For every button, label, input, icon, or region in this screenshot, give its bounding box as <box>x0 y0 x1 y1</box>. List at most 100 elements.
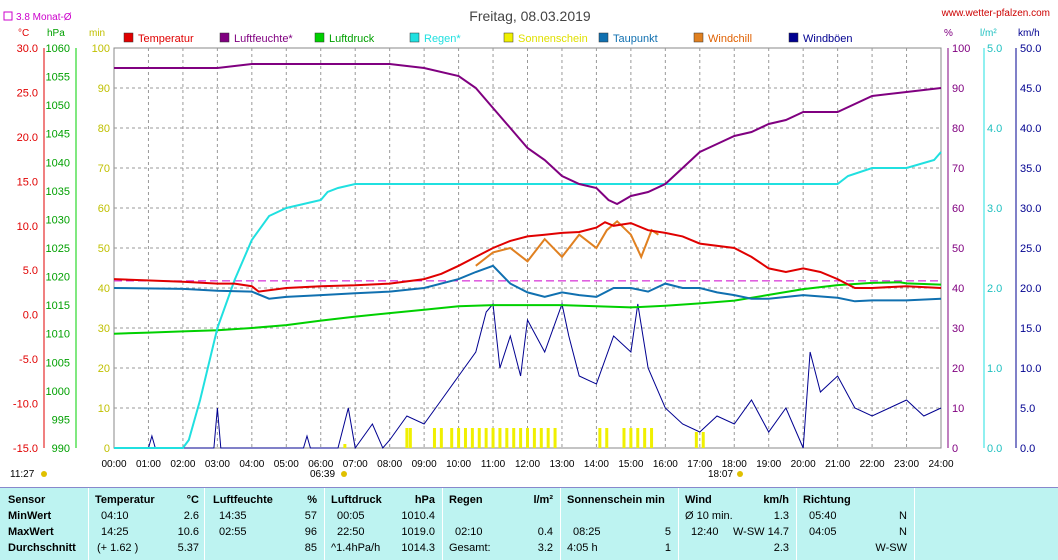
sunshine-bar <box>643 428 647 448</box>
pct-tick-label: 40 <box>952 283 964 295</box>
x-tick-label: 03:00 <box>205 459 230 470</box>
press-min: 1010.4 <box>401 510 435 522</box>
grid <box>113 47 942 449</box>
press-tick-label: 1000 <box>46 386 70 398</box>
sunshine-bar <box>701 432 705 448</box>
x-tick-label: 21:00 <box>825 459 850 470</box>
site-name[interactable]: www.wetter-pfalzen.com <box>941 8 1050 19</box>
x-tick-label: 01:00 <box>136 459 161 470</box>
legend-label: Windböen <box>803 33 853 45</box>
legend-label: Temperatur <box>138 33 194 45</box>
press-avg: 1014.3 <box>401 542 435 554</box>
temp-tick-label: 20.0 <box>17 132 38 144</box>
dir-min: N <box>899 510 907 522</box>
x-tick-label: 11:00 <box>481 459 506 470</box>
temp-min: 2.6 <box>183 510 199 522</box>
x-tick-label: 14:00 <box>584 459 609 470</box>
series-taupunkt-line <box>113 264 942 303</box>
rain-tick-label: 0.0 <box>987 443 1002 455</box>
hum-unit: % <box>307 494 317 506</box>
legend-swatch <box>503 32 514 43</box>
pct-tick-label: 100 <box>952 43 970 55</box>
sunshine-bar <box>439 428 443 448</box>
dir-avg: W-SW <box>875 542 907 554</box>
stats-col-rain: Regen l/m² 02:10 0.4 Gesamt: 3.2 <box>442 488 561 560</box>
legend-swatch <box>409 32 420 43</box>
sunset-time: 18:07 <box>708 469 733 480</box>
wind-tick-label: 40.0 <box>1020 123 1041 135</box>
rain-tick-label: 4.0 <box>987 123 1002 135</box>
pct-tick-label: 80 <box>952 123 964 135</box>
sun-max-time: 08:25 <box>573 526 601 538</box>
row-label-min: MinWert <box>8 510 52 522</box>
press-tick-label: 1005 <box>46 357 70 369</box>
sun-avg-extra: 4:05 h <box>567 542 598 554</box>
sun-avg: 1 <box>664 542 671 554</box>
press-tick-label: 1030 <box>46 214 70 226</box>
sunshine-bar <box>491 428 495 448</box>
stats-table: Sensor MinWert MaxWert Durchschnitt Temp… <box>0 487 1058 560</box>
stats-col-labels: Sensor MinWert MaxWert Durchschnitt <box>0 488 88 560</box>
x-tick-label: 18:00 <box>722 459 747 470</box>
sunshine-bar <box>470 428 474 448</box>
sunshine-bar <box>408 428 412 448</box>
sunrise-time: 06:39 <box>310 469 335 480</box>
wind-tick-label: 0.0 <box>1020 443 1035 455</box>
press-tick-label: 1025 <box>46 243 70 255</box>
pct-tick-label: 30 <box>952 323 964 335</box>
unit-min: min <box>89 28 105 39</box>
pct-tick-label: 20 <box>952 363 964 375</box>
x-tick-label: 06:00 <box>308 459 333 470</box>
x-tick-label: 04:00 <box>239 459 264 470</box>
min-tick-label: 70 <box>98 163 110 175</box>
press-unit: hPa <box>414 494 435 506</box>
rain-avg-label: Gesamt: <box>449 542 491 554</box>
stats-col-press: Luftdruck hPa 00:05 1010.4 22:50 1019.0 … <box>324 488 443 560</box>
wind-avg: 2.3 <box>773 542 789 554</box>
x-tick-label: 07:00 <box>343 459 368 470</box>
stats-col-temp: Temperatur °C 04:10 2.6 14:25 10.6 (+ 1.… <box>88 488 205 560</box>
dir-min-time: 05:40 <box>809 510 837 522</box>
legend-label: Windchill <box>708 33 752 45</box>
temp-tick-label: 10.0 <box>17 221 38 233</box>
wind-tick-label: 25.0 <box>1020 243 1041 255</box>
temp-unit: °C <box>186 494 199 506</box>
press-tick-label: 1055 <box>46 72 70 84</box>
legend-label: Sonnenschein <box>518 33 588 45</box>
sunshine-bar <box>553 428 557 448</box>
press-header: Luftdruck <box>331 494 382 506</box>
x-tick-label: 17:00 <box>687 459 712 470</box>
hum-max: 96 <box>304 526 317 538</box>
press-tick-label: 1015 <box>46 300 70 312</box>
press-tick-label: 1035 <box>46 186 70 198</box>
pct-tick-label: 90 <box>952 83 964 95</box>
row-label-sensor: Sensor <box>8 494 46 506</box>
press-tick-label: 1045 <box>46 129 70 141</box>
row-label-max: MaxWert <box>8 526 54 538</box>
x-tick-label: 20:00 <box>791 459 816 470</box>
sunshine-bar <box>622 428 626 448</box>
min-tick-label: 80 <box>98 123 110 135</box>
x-tick-label: 00:00 <box>101 459 126 470</box>
min-tick-label: 50 <box>98 243 110 255</box>
wind-max-dir: W-SW <box>733 526 765 538</box>
wind-max-time: 12:40 <box>691 526 719 538</box>
sunshine-bar <box>546 428 550 448</box>
unit-temp: °C <box>18 28 29 39</box>
sunshine-bar <box>605 428 609 448</box>
series-luftdruck-line <box>113 281 942 335</box>
legend-label: Regen* <box>424 33 461 45</box>
press-tick-label: 995 <box>52 414 70 426</box>
sunshine-bar <box>532 428 536 448</box>
press-max: 1019.0 <box>401 526 435 538</box>
sunshine-bar <box>526 428 529 448</box>
row-label-avg: Durchschnitt <box>8 542 76 554</box>
sunshine-bar <box>484 428 488 448</box>
temp-header: Temperatur <box>95 494 155 506</box>
wind-unit: km/h <box>763 494 789 506</box>
sunshine-bar <box>450 428 454 448</box>
monthly-avg-label: 3.8 Monat-Ø <box>16 12 72 23</box>
min-tick-label: 100 <box>92 43 110 55</box>
pct-tick-label: 60 <box>952 203 964 215</box>
min-tick-label: 60 <box>98 203 110 215</box>
